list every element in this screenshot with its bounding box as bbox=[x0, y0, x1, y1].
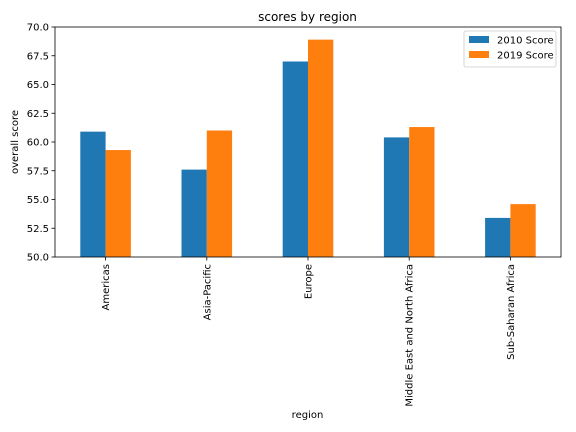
chart-title: scores by region bbox=[258, 10, 357, 24]
bar-2019-1 bbox=[206, 130, 233, 257]
x-tick-label: Sub-Saharan Africa bbox=[506, 264, 517, 360]
y-tick-label: 67.5 bbox=[27, 51, 49, 62]
x-tick-label: Middle East and North Africa bbox=[405, 264, 416, 407]
x-tick-label: Americas bbox=[101, 264, 112, 310]
bars-layer bbox=[80, 39, 536, 258]
legend-swatch bbox=[469, 36, 489, 43]
y-tick-label: 52.5 bbox=[27, 224, 49, 235]
y-tick-label: 62.5 bbox=[27, 109, 49, 120]
bar-2010-2 bbox=[282, 61, 308, 257]
y-tick-label: 57.5 bbox=[27, 166, 49, 177]
x-axis-label: region bbox=[292, 410, 324, 421]
y-tick-label: 60.0 bbox=[27, 138, 49, 149]
bar-2010-4 bbox=[485, 217, 511, 257]
y-tick-label: 65.0 bbox=[27, 80, 49, 91]
y-tick-label: 50.0 bbox=[27, 253, 49, 264]
bar-2019-2 bbox=[308, 39, 334, 258]
y-tick-label: 70.0 bbox=[27, 23, 49, 34]
legend-swatch bbox=[469, 51, 489, 58]
bar-2019-4 bbox=[510, 204, 536, 257]
y-tick-label: 55.0 bbox=[27, 195, 49, 206]
x-tick-label: Europe bbox=[304, 264, 315, 299]
y-axis-label: overall score bbox=[10, 110, 21, 174]
legend-label: 2019 Score bbox=[497, 51, 554, 62]
bar-2019-3 bbox=[409, 127, 435, 257]
bar-2010-1 bbox=[181, 169, 207, 257]
legend-label: 2010 Score bbox=[497, 36, 554, 47]
bar-2010-3 bbox=[383, 137, 410, 257]
x-tick-label: Asia-Pacific bbox=[202, 264, 213, 320]
bar-2019-0 bbox=[105, 150, 131, 257]
bar-2010-0 bbox=[80, 131, 106, 257]
legend: 2010 Score 2019 Score bbox=[463, 30, 557, 68]
axes-layer: 50.0 52.5 55.0 57.5 60.0 62.5 65.0 67.5 70.0 Amer… bbox=[27, 23, 562, 407]
